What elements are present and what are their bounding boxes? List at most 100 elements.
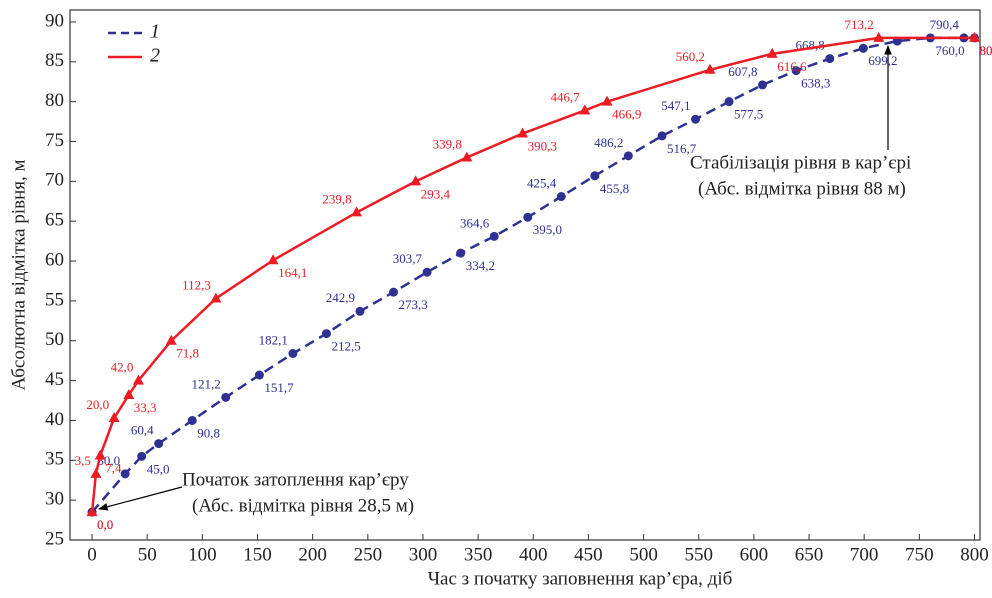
annotation: (Абс. відмітка рівня 28,5 м) — [192, 495, 414, 516]
point — [389, 287, 399, 297]
x-axis-label: Час з початку заповнення кар’єра, діб — [428, 568, 733, 589]
data-label: 71,8 — [176, 346, 199, 361]
data-label: 334,2 — [466, 258, 495, 273]
point — [90, 467, 102, 478]
x-tick-label: 800 — [960, 544, 989, 565]
data-label: 339,8 — [433, 136, 462, 151]
x-tick-label: 250 — [354, 544, 383, 565]
data-label: 33,3 — [134, 400, 157, 415]
x-tick-label: 350 — [464, 544, 493, 565]
data-label: 273,3 — [399, 297, 428, 312]
annotation: (Абс. відмітка рівня 88 м) — [698, 178, 906, 199]
point — [154, 439, 164, 449]
point — [120, 469, 130, 479]
y-tick-label: 70 — [45, 170, 64, 191]
plot-frame — [69, 9, 981, 541]
x-tick-label: 200 — [298, 544, 327, 565]
annotation: Початок затоплення кар’єру — [182, 469, 409, 490]
x-tick-label: 300 — [409, 544, 438, 565]
y-tick-label: 30 — [45, 489, 64, 510]
y-tick-label: 50 — [45, 329, 64, 350]
data-label: 303,7 — [393, 251, 423, 266]
point — [968, 31, 980, 42]
point — [791, 66, 801, 76]
point — [267, 254, 279, 265]
data-label: 60,4 — [131, 423, 154, 438]
data-label: 616,6 — [777, 59, 807, 74]
y-tick-label: 75 — [45, 130, 64, 151]
data-label: 446,7 — [551, 89, 581, 104]
point — [254, 370, 264, 380]
point — [422, 267, 432, 277]
point — [579, 104, 591, 115]
point — [556, 191, 566, 201]
point — [86, 506, 98, 517]
point — [489, 231, 499, 241]
data-label: 151,7 — [264, 380, 294, 395]
data-label: 112,3 — [182, 277, 211, 292]
point — [210, 292, 222, 303]
x-tick-label: 550 — [684, 544, 713, 565]
data-label: 607,8 — [728, 64, 757, 79]
data-label: 699,2 — [868, 53, 897, 68]
legend-label: 1 — [150, 21, 160, 43]
data-label: 239,8 — [322, 191, 351, 206]
x-tick-label: 600 — [740, 544, 769, 565]
data-label: 90,8 — [197, 425, 220, 440]
point — [410, 175, 422, 186]
x-tick-label: 50 — [138, 544, 157, 565]
point — [288, 349, 298, 359]
data-label: 486,2 — [594, 135, 623, 150]
data-label: 577,5 — [734, 107, 763, 122]
point — [825, 54, 835, 64]
x-tick-label: 650 — [795, 544, 824, 565]
data-label: 713,2 — [844, 17, 873, 32]
data-label: 395,0 — [533, 222, 562, 237]
point — [108, 412, 120, 423]
point — [657, 131, 667, 141]
data-label: 455,8 — [600, 181, 629, 196]
data-label: 516,7 — [667, 141, 697, 156]
point — [858, 43, 868, 53]
point — [590, 171, 600, 181]
x-tick-label: 100 — [188, 544, 217, 565]
data-label: 3,5 — [75, 453, 91, 468]
data-label: 560,2 — [676, 49, 705, 64]
data-label: 547,1 — [661, 98, 690, 113]
point — [461, 151, 473, 162]
y-tick-label: 25 — [45, 528, 64, 549]
data-label: 790,4 — [930, 17, 960, 32]
point — [704, 63, 716, 74]
data-label: 42,0 — [111, 360, 134, 375]
point — [94, 449, 106, 460]
point — [517, 127, 529, 138]
point — [691, 114, 701, 124]
data-label: 45,0 — [147, 461, 170, 476]
y-tick-label: 45 — [45, 369, 64, 390]
x-tick-label: 150 — [243, 544, 272, 565]
point — [456, 248, 466, 258]
point — [523, 212, 533, 222]
data-label: 390,3 — [528, 139, 557, 154]
point — [351, 206, 363, 217]
data-label: 466,9 — [612, 107, 641, 122]
point — [165, 334, 177, 345]
x-tick-label: 0 — [87, 544, 97, 565]
point — [766, 47, 778, 58]
annotations: Початок затоплення кар’єру (Абс. відмітк… — [98, 45, 911, 516]
point — [355, 306, 365, 316]
point — [137, 451, 147, 461]
point — [321, 329, 331, 339]
data-label: 7,4 — [105, 461, 122, 476]
data-label: 212,5 — [331, 339, 360, 354]
data-label: 364,6 — [460, 215, 490, 230]
x-tick-label: 700 — [850, 544, 879, 565]
legend-label: 2 — [150, 45, 160, 67]
point — [757, 80, 767, 90]
data-label: 0,0 — [97, 517, 113, 532]
data-label: 425,4 — [527, 175, 557, 190]
annotation-arrow — [98, 486, 183, 511]
point — [221, 392, 231, 402]
